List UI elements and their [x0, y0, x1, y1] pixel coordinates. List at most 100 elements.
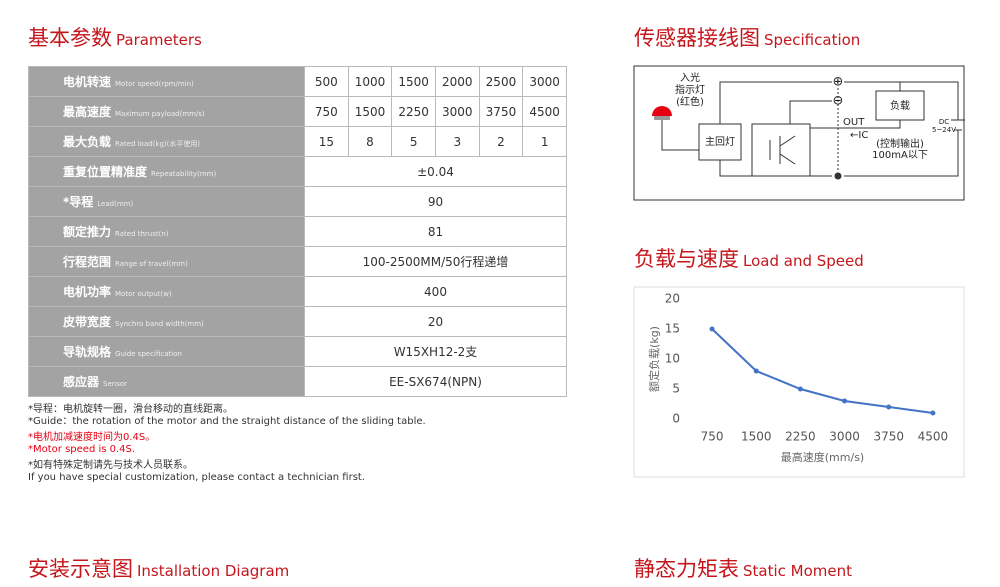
title-cn: 传感器接线图: [634, 26, 760, 50]
wire: [661, 118, 699, 151]
notes: *导程：电机旋转一圈，滑台移动的直线距离。 *Guide：the rotation…: [28, 404, 426, 484]
cell: W15XH12-2支: [304, 336, 567, 367]
y-tick-label: 5: [672, 382, 680, 396]
table-row: *导程 Lead(mm) 90: [28, 186, 567, 217]
label-cn: 导轨规格: [63, 345, 112, 359]
x-tick-label: 4500: [918, 430, 949, 444]
label-cn: 重复位置精准度: [63, 165, 148, 179]
x-tick-label: 1500: [741, 430, 772, 444]
label: (控制输出): [876, 137, 924, 150]
table-row: 额定推力 Rated thrust(n) 81: [28, 216, 567, 247]
cell: 1000: [347, 66, 393, 97]
note: If you have special customization, pleas…: [28, 472, 366, 483]
cell: 90: [304, 186, 567, 217]
marker: [753, 368, 759, 374]
title-cn: 负载与速度: [634, 247, 739, 271]
table-row: 感应器 Sensor EE-SX674(NPN): [28, 366, 567, 397]
label: (红色): [676, 95, 704, 108]
cell: 3: [434, 126, 480, 157]
label: 入光: [680, 71, 700, 84]
label-cn: 感应器: [63, 375, 100, 389]
cell: 400: [304, 276, 567, 307]
row-label: 导轨规格 Guide specification: [28, 336, 305, 367]
label-en: Motor output(w): [115, 290, 172, 298]
title-cn: 安装示意图: [28, 557, 133, 581]
cell: 1: [522, 126, 567, 157]
line: [711, 328, 934, 414]
y-tick-label: 15: [665, 322, 680, 336]
section-title: 负载与速度 Load and Speed: [634, 243, 864, 273]
terminal: ⊖: [833, 94, 844, 109]
label: 负载: [890, 99, 910, 112]
section-title: 基本参数 Parameters: [28, 22, 202, 52]
y-axis-label: 额定负载(kg): [647, 326, 661, 392]
label-en: Motor speed(rpm/min): [115, 80, 194, 88]
cell: 3000: [434, 96, 480, 127]
transistor: [779, 135, 796, 147]
wire: [719, 81, 832, 124]
marker: [886, 404, 892, 410]
label: DC: [939, 118, 949, 126]
label-en: Repeatability(mm): [151, 170, 217, 178]
label-en: Lead(mm): [97, 200, 134, 208]
label-cn: 行程范围: [63, 255, 112, 269]
table-row: 电机功率 Motor output(w) 400: [28, 276, 567, 307]
note: *如有特殊定制请先与技术人员联系。: [28, 460, 193, 471]
chart: 0 5 10 15 20 额定负载(kg) 最高速度(mm/s) 750 1500 2250 300…: [647, 292, 948, 465]
cell: 2500: [478, 66, 524, 97]
frame: [633, 65, 965, 201]
wire: [789, 100, 832, 124]
red-lamp: [652, 106, 672, 116]
wire: [810, 120, 901, 129]
row-label: 电机功率 Motor output(w): [28, 276, 305, 307]
node: [834, 172, 842, 180]
wire: [719, 160, 832, 177]
sensor-box: [751, 123, 811, 177]
title-en: Parameters: [116, 31, 202, 49]
parameter-table: 电机转速 Motor speed(rpm/min) 500 1000 1500 2000 2…: [28, 66, 567, 397]
y-tick-label: 20: [665, 292, 680, 306]
label-en: Maximum payload(mm/s): [115, 110, 205, 118]
wire: [844, 81, 959, 120]
row-label: 皮带宽度 Synchro band width(mm): [28, 306, 305, 337]
x-tick-label: 3750: [873, 430, 904, 444]
row-label: *导程 Lead(mm): [28, 186, 305, 217]
x-axis-label: 最高速度(mm/s): [781, 450, 864, 464]
label-cn: 最高速度: [63, 105, 112, 119]
label-en: Range of travel(mm): [115, 260, 188, 268]
cell: 2250: [391, 96, 436, 127]
wire: [844, 130, 959, 177]
terminal: ⊕: [833, 75, 844, 90]
row-label: 重复位置精准度 Repeatability(mm): [28, 156, 305, 187]
title-cn: 基本参数: [28, 26, 112, 50]
label-en: Sensor: [103, 380, 128, 388]
title-en: Specification: [764, 31, 861, 49]
cell: 1500: [391, 66, 436, 97]
marker: [842, 398, 848, 404]
row-label: 最大负载 Rated load(kg)(水平使用): [28, 126, 305, 157]
marker: [797, 386, 803, 392]
row-label: 电机转速 Motor speed(rpm/min): [28, 66, 305, 97]
label-en: Guide specification: [115, 350, 182, 358]
label-cn: *导程: [63, 195, 94, 209]
note: *Motor speed is 0.4S.: [28, 444, 136, 455]
transistor: [779, 153, 796, 165]
lamp-base: [654, 116, 670, 120]
label: ←IC: [850, 130, 868, 141]
table-row: 最高速度 Maximum payload(mm/s) 750 1500 2250 3000…: [28, 96, 567, 127]
x-tick-label: 750: [701, 430, 724, 444]
section-title: 传感器接线图 Specification: [634, 22, 860, 52]
section-title: 静态力矩表 Static Moment: [634, 553, 852, 583]
y-tick-label: 0: [672, 412, 680, 426]
label-cn: 电机功率: [63, 285, 112, 299]
title-en: Load and Speed: [743, 252, 864, 270]
label-en: Rated load(kg)(水平使用): [115, 140, 201, 148]
label-cn: 皮带宽度: [63, 315, 112, 329]
table-row: 导轨规格 Guide specification W15XH12-2支: [28, 336, 567, 367]
note: *Guide：the rotation of the motor and the…: [28, 416, 426, 427]
x-tick-label: 3000: [829, 430, 860, 444]
cell: 3000: [522, 66, 567, 97]
label-cn: 额定推力: [63, 225, 112, 239]
label: 指示灯: [675, 83, 705, 96]
